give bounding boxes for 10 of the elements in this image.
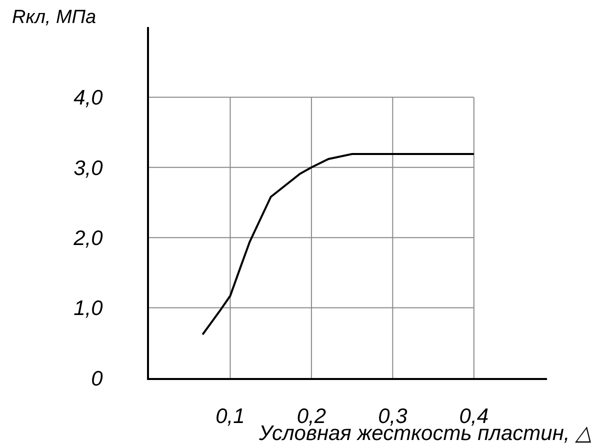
y-tick-label: 1,0	[74, 297, 104, 320]
y-tick-label: 4,0	[74, 86, 104, 110]
x-tick-label: 0,4	[459, 405, 488, 428]
x-tick-label: 0,1	[216, 405, 245, 428]
x-tick-label: 0,3	[378, 405, 408, 428]
y-tick-label: 0	[91, 367, 104, 390]
line-series	[202, 153, 475, 336]
y-axis-title: Rкл, МПа	[12, 7, 96, 28]
y-tick-label: 3,0	[74, 156, 104, 180]
y-tick-label: 2,0	[72, 226, 104, 250]
